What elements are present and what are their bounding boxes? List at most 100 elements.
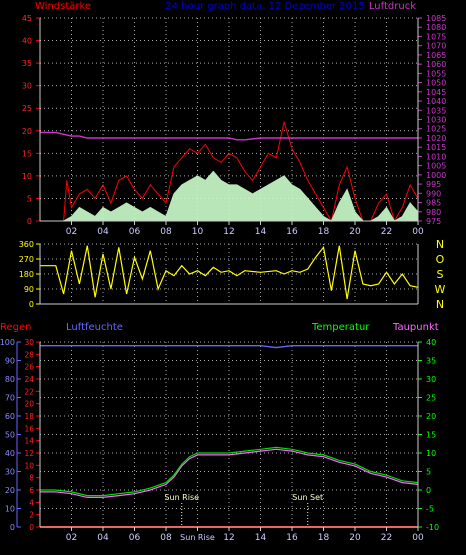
temp-x-tick-label: 06	[129, 533, 141, 543]
wind-left-label: Windstärke	[35, 1, 91, 12]
humidity-y-tick-label: 60	[5, 412, 15, 421]
pressure-y-tick-label: 1005	[426, 162, 446, 171]
wind-x-tick-label: 02	[66, 227, 77, 237]
temp-y-tick-label: 10	[426, 449, 436, 458]
wind-x-tick-label: 10	[192, 227, 204, 237]
wind-y-tick-label: 40	[22, 37, 32, 46]
pressure-y-tick-label: 1050	[426, 79, 446, 88]
pressure-y-tick-label: 1080	[426, 23, 446, 32]
compass-label: S	[437, 268, 444, 281]
pressure-y-tick-label: 1060	[426, 60, 446, 69]
pressure-line	[40, 131, 418, 141]
pressure-y-tick-label: 1040	[426, 97, 446, 106]
wind-x-tick-label: 04	[97, 227, 109, 237]
pressure-y-tick-label: 1065	[426, 51, 446, 60]
wind-y-tick-label: 30	[22, 82, 32, 91]
rain-y-tick-label: 2	[29, 511, 34, 520]
wind-x-tick-label: 18	[318, 227, 330, 237]
compass-label: W	[435, 283, 446, 296]
pressure-y-tick-label: 980	[426, 208, 441, 217]
temp-x-tick-label: 02	[66, 533, 77, 543]
wind-x-tick-label: 20	[349, 227, 361, 237]
rain-y-tick-label: 8	[29, 474, 34, 483]
temp-x-tick-label: 12	[223, 533, 234, 543]
direction-y-tick-label: 180	[19, 270, 34, 279]
humidity-y-tick-label: 80	[5, 375, 15, 384]
rain-y-tick-label: 20	[24, 400, 34, 409]
humidity-y-tick-label: 100	[0, 338, 15, 347]
wind-y-tick-label: 25	[22, 104, 32, 113]
humidity-y-tick-label: 90	[5, 357, 15, 366]
rain-y-tick-label: 30	[24, 338, 34, 347]
wind-x-tick-label: 14	[255, 227, 267, 237]
direction-line	[40, 245, 419, 300]
wind-right-label: Luftdruck	[369, 1, 416, 12]
rain-y-tick-label: 28	[24, 350, 34, 359]
rain-y-tick-label: 6	[29, 486, 34, 495]
compass-label: N	[436, 298, 444, 311]
pressure-y-tick-label: 1045	[426, 88, 446, 97]
wind-y-tick-label: 20	[22, 127, 32, 136]
rain-y-tick-label: 14	[24, 437, 34, 446]
sunrise-label: Sun Rise	[164, 493, 199, 502]
pressure-y-tick-label: 1070	[426, 42, 446, 51]
temperature-line	[40, 446, 419, 497]
humidity-y-tick-label: 70	[5, 394, 15, 403]
rain-y-tick-label: 26	[24, 363, 34, 372]
dewpoint-line	[40, 448, 419, 498]
rain-y-tick-label: 24	[24, 375, 34, 384]
pressure-y-tick-label: 1015	[426, 143, 446, 152]
temp-y-tick-label: 20	[426, 412, 436, 421]
pressure-y-tick-label: 1035	[426, 106, 446, 115]
direction-y-tick-label: 90	[24, 285, 34, 294]
rain-label: Regen	[0, 322, 32, 333]
temp-y-tick-label: 0	[426, 486, 431, 495]
humidity-y-tick-label: 30	[5, 468, 15, 477]
humidity-label: Luftfeuchte	[66, 322, 123, 333]
wind-y-tick-label: 5	[27, 194, 32, 203]
temperature-label: Temperatur	[311, 322, 370, 333]
temp-y-tick-label: -10	[426, 523, 439, 532]
pressure-y-tick-label: 1010	[426, 152, 446, 161]
pressure-y-tick-label: 975	[426, 217, 441, 226]
rain-y-tick-label: 0	[29, 523, 34, 532]
direction-y-tick-label: 360	[19, 240, 34, 249]
humidity-line	[40, 345, 418, 349]
gust-line	[40, 121, 419, 223]
compass-label: O	[436, 253, 445, 266]
pressure-y-tick-label: 1025	[426, 125, 446, 134]
temp-y-tick-label: 5	[426, 468, 431, 477]
pressure-y-tick-label: 985	[426, 199, 441, 208]
temp-x-tick-label: 22	[381, 533, 392, 543]
temp-x-tick-label: 04	[97, 533, 109, 543]
wind-x-tick-label: 12	[223, 227, 234, 237]
temp-x-tick-label: 18	[318, 533, 330, 543]
temp-x-tick-label: 20	[349, 533, 361, 543]
pressure-y-tick-label: 1055	[426, 69, 446, 78]
chart-title: 24 hour graph data, 12 Dezember 2015	[165, 1, 364, 12]
temp-y-tick-label: 15	[426, 431, 436, 440]
wind-x-tick-label: 22	[381, 227, 392, 237]
temp-y-tick-label: 25	[426, 394, 436, 403]
dewpoint-label: Taupunkt	[392, 322, 439, 333]
rain-y-tick-label: 16	[24, 424, 34, 433]
temp-y-tick-label: 30	[426, 375, 436, 384]
sunset-label: Sun Set	[292, 493, 323, 502]
humidity-y-tick-label: 20	[5, 486, 15, 495]
rain-y-tick-label: 22	[24, 387, 34, 396]
direction-y-tick-label: 270	[19, 255, 34, 264]
wind-y-tick-label: 15	[22, 149, 32, 158]
rain-y-tick-label: 10	[24, 461, 34, 470]
pressure-y-tick-label: 1020	[426, 134, 446, 143]
wind-y-tick-label: 35	[22, 59, 32, 68]
pressure-y-tick-label: 1000	[426, 171, 446, 180]
temp-x-tick-label: 14	[255, 533, 267, 543]
temp-y-tick-label: 40	[426, 338, 436, 347]
temp-y-tick-label: -5	[426, 505, 434, 514]
direction-y-tick-label: 0	[29, 300, 34, 309]
grid-layer	[40, 17, 419, 528]
pressure-y-tick-label: 1085	[426, 14, 446, 23]
wind-x-tick-label: 08	[160, 227, 172, 237]
pressure-y-tick-label: 990	[426, 189, 441, 198]
